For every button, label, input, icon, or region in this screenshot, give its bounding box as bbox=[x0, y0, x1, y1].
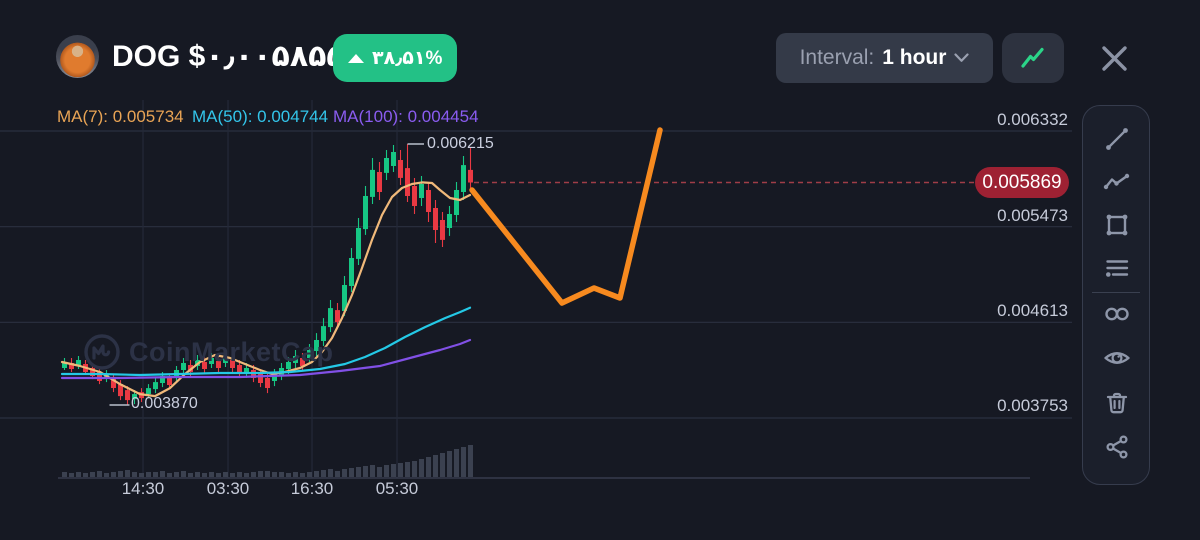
time-tick: 03:30 bbox=[206, 479, 250, 498]
parallel-lines-tool-button[interactable] bbox=[1099, 250, 1135, 286]
coinmarketcap-logo-icon bbox=[84, 334, 120, 370]
continuous-line-tool-button[interactable] bbox=[1099, 296, 1135, 332]
interval-label: Interval: bbox=[799, 46, 875, 69]
share-tool-button[interactable] bbox=[1099, 429, 1135, 465]
close-icon bbox=[1101, 45, 1127, 71]
delete-tool-button[interactable] bbox=[1099, 385, 1135, 421]
line-chart-icon bbox=[1021, 47, 1044, 68]
interval-selector[interactable]: Interval: 1 hour bbox=[776, 33, 993, 83]
trend-line-icon bbox=[1106, 128, 1128, 150]
price-change-badge: ٣٨٫۵١% bbox=[333, 34, 458, 82]
trend-line-tool-button[interactable] bbox=[1099, 121, 1135, 157]
drawing-toolbar bbox=[1082, 105, 1150, 485]
close-button[interactable] bbox=[1096, 41, 1132, 75]
last-price-badge: 0.005869 bbox=[975, 167, 1069, 198]
visibility-tool-button[interactable] bbox=[1099, 340, 1135, 376]
time-tick: 05:30 bbox=[375, 479, 419, 498]
up-arrow-icon bbox=[348, 53, 364, 63]
chart-style-button[interactable] bbox=[1002, 33, 1064, 83]
eye-icon bbox=[1104, 352, 1130, 364]
price-tick: 0.003753 bbox=[997, 396, 1068, 415]
toolbar-divider bbox=[1092, 292, 1140, 293]
legend-ma50: MA(50): 0.004744 bbox=[192, 107, 329, 126]
trash-icon bbox=[1106, 392, 1128, 414]
chevron-down-icon bbox=[954, 53, 970, 62]
price-change-value: ٣٨٫۵١% bbox=[372, 47, 443, 69]
time-tick: 16:30 bbox=[290, 479, 334, 498]
waved-line-tool-button[interactable] bbox=[1099, 164, 1135, 200]
watermark-text: CoinMarketCap bbox=[129, 336, 334, 367]
high-price-label: 0.006215 bbox=[427, 135, 494, 152]
rectangle-tool-button[interactable] bbox=[1099, 207, 1135, 243]
watermark: CoinMarketCap bbox=[82, 332, 334, 372]
waved-line-icon bbox=[1103, 173, 1130, 190]
price-tick: 0.006332 bbox=[997, 110, 1068, 129]
price-tick: 0.004613 bbox=[997, 301, 1068, 320]
time-tick: 14:30 bbox=[121, 479, 165, 498]
token-avatar bbox=[56, 35, 99, 78]
low-price-label: 0.003870 bbox=[131, 395, 198, 412]
token-title-price: DOG $٠٫٠٠۵٨۵۵ bbox=[112, 40, 345, 73]
rectangle-icon bbox=[1106, 214, 1128, 236]
price-tick: 0.005473 bbox=[997, 206, 1068, 225]
interval-value: 1 hour bbox=[882, 46, 947, 69]
legend-ma7: MA(7): 0.005734 bbox=[57, 107, 184, 126]
legend-ma100: MA(100): 0.004454 bbox=[333, 107, 479, 126]
infinity-icon bbox=[1105, 307, 1129, 321]
share-icon bbox=[1106, 435, 1128, 459]
parallel-lines-icon bbox=[1106, 260, 1129, 277]
